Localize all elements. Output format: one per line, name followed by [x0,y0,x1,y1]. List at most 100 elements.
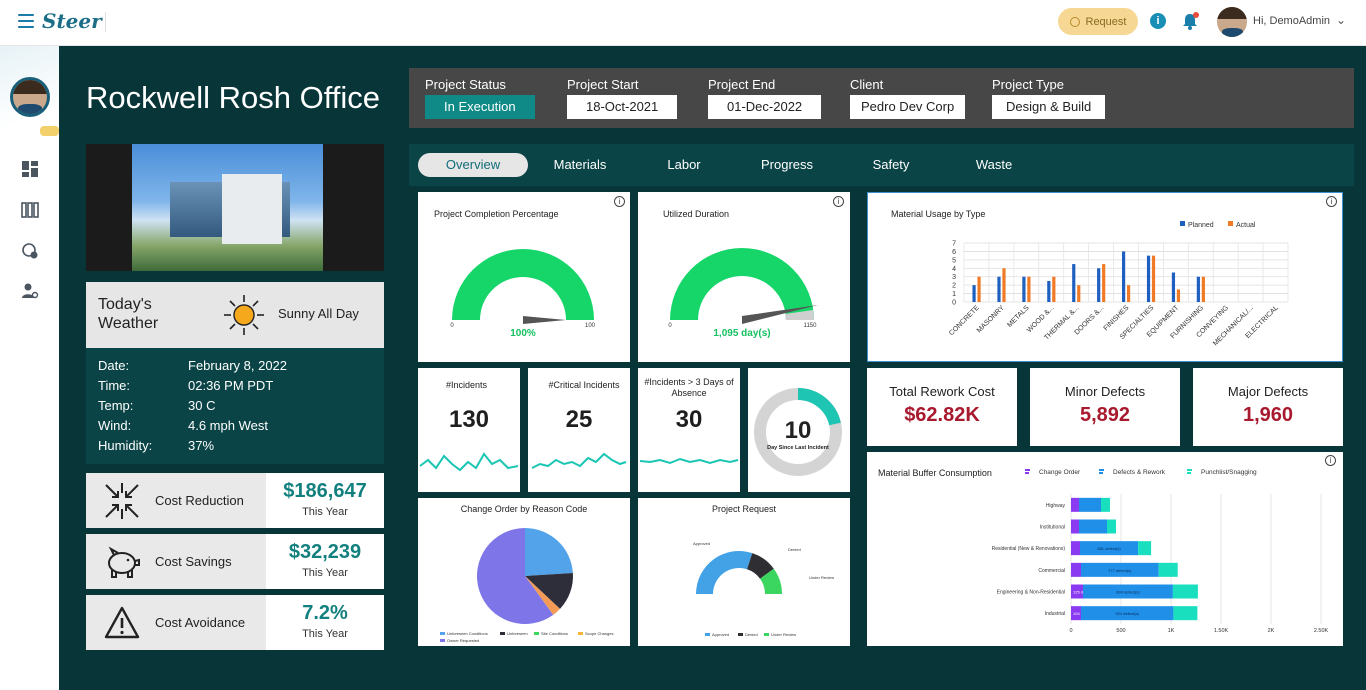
sidebar-avatar[interactable] [10,77,50,117]
bar-segment [1079,519,1107,534]
weather-title: Today's Weather [98,296,159,332]
bar-segment [1173,606,1198,621]
status-project-status: Project Status In Execution [425,77,535,119]
user-settings-icon[interactable] [21,282,39,300]
bar-segment [1158,562,1178,577]
card-title: Material Buffer Consumption [878,468,992,478]
bar-segment [1071,519,1079,534]
project-photo [86,144,384,271]
dashboard-icon[interactable] [21,160,39,178]
bar-segment [1080,541,1139,556]
critical-incidents-sparkline [531,452,627,469]
pie-slice [525,576,560,615]
chevron-down-icon[interactable]: ⌄ [1336,13,1347,27]
duration-gauge: 0 1150 1,095 day(s) [668,248,818,339]
buffer-consumption-card: Material Buffer Consumption i 0 500 1K 1.50… [867,452,1343,646]
kpi-title: Total Rework Cost [889,384,995,399]
info-icon[interactable]: i [833,196,844,207]
tab-overview[interactable]: Overview [418,153,528,177]
info-icon[interactable]: i [614,196,625,207]
bar-planned [1122,251,1126,302]
bar-segment [1071,606,1081,621]
app-logo[interactable]: Steer [42,9,102,33]
bar-planned [1171,272,1176,302]
kpi-value: 1,960 [1242,404,1294,426]
legend-label: Site Conditions [541,631,568,636]
notification-bell-icon[interactable] [1181,11,1199,31]
project-request-donut-chart: Approved Denied Under Review Approved Denied… [693,541,834,637]
info-icon[interactable]: i [1150,13,1166,29]
client-value: Pedro Dev Corp [850,95,966,119]
tab-materials[interactable]: Materials [553,157,607,172]
cost-label: Cost Avoidance [155,615,246,630]
gauge-needle [523,316,566,324]
bar-segment [1071,541,1080,556]
info-icon[interactable]: i [1325,455,1336,466]
info-icon[interactable]: i [1326,196,1337,207]
dashboard-tabs: Overview Materials Labor Progress Safety… [409,144,1354,186]
legend-swatch [738,633,743,636]
request-button[interactable]: Request [1058,8,1138,35]
incidents-value: 130 [448,406,490,433]
library-icon[interactable] [21,201,39,219]
card-title: Material Usage by Type [891,209,986,219]
kpi-title: Minor Defects [1064,384,1146,399]
bar-actual [1002,268,1006,302]
weather-row-time: Time: 02:36 PM PDT [98,378,274,393]
bar-segment [1071,562,1081,577]
pie-slice [477,528,554,624]
globe-settings-icon[interactable] [21,242,39,260]
change-order-card: Change Order by Reason Code Unforeseen C… [418,498,630,646]
bar-planned [1047,280,1051,302]
bar-segment [1107,519,1116,534]
tab-waste[interactable]: Waste [975,157,1013,172]
page-title: Rockwell Rosh Office [86,80,381,115]
incidents-sparkline [419,452,519,472]
card-title: #Incidents > 3 Days of Absence [644,377,734,398]
bar-actual [1052,276,1056,302]
kpi-title: Major Defects [1227,384,1309,399]
absence-incidents-value: 30 [675,406,703,433]
legend-label: Scope Changes [585,631,613,636]
sidebar [0,46,59,690]
completion-gauge: 0 100 100% [450,249,596,339]
tab-progress[interactable]: Progress [760,157,814,172]
bar-actual [1102,264,1106,302]
cost-label: Cost Savings [155,554,232,569]
legend-label: Denied [745,632,758,637]
tab-labor[interactable]: Labor [667,157,701,172]
status-project-type: Project Type Design & Build [992,77,1106,119]
legend-swatch [534,632,539,635]
y-tick-label: Institutional [1040,525,1065,531]
legend-swatch [1025,472,1029,474]
card-title: Project Request [711,504,777,514]
y-tick-label: 2 [952,283,956,290]
change-order-pie-chart: Unforeseen Conditions Unforeseen Site Cond… [440,528,613,643]
avatar[interactable] [1217,7,1247,37]
legend-swatch [705,633,710,636]
x-tick-label: 1.50K [1214,628,1229,634]
weather-row-wind: Wind: 4.6 mph West [98,418,268,433]
user-greeting[interactable]: Hi, DemoAdmin [1253,15,1331,27]
y-tick-label: 1 [952,291,956,298]
gauge-max: 100 [585,323,596,329]
legend-swatch [1228,221,1233,226]
x-tick-label: 2K [1268,628,1275,634]
cost-period: This Year [302,567,348,579]
weather-row-date: Date: February 8, 2022 [98,358,288,373]
bar-actual [1201,276,1205,302]
menu-icon[interactable] [18,14,34,28]
cost-value: $32,239 [288,541,362,563]
status-client: Client Pedro Dev Corp [850,77,966,119]
tab-safety[interactable]: Safety [872,157,910,172]
y-tick-label: 6 [952,249,956,256]
bar-actual [1077,285,1081,302]
gauge-min: 0 [668,323,672,329]
gauge-needle [742,305,818,324]
bar-planned [1072,264,1076,302]
project-type-value: Design & Build [992,95,1106,119]
buffer-consumption-bar-chart: 0 500 1K 1.50K 2K 2.50K Highway Institutional Re… [992,469,1329,634]
legend-label: Change Order [1039,469,1081,476]
legend-swatch [1025,469,1030,471]
cost-period: This Year [302,628,348,640]
